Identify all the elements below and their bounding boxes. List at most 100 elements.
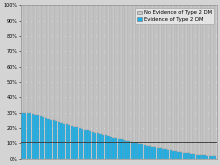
Bar	[149, 146, 151, 159]
Bar	[24, 5, 26, 113]
Bar	[37, 115, 39, 159]
Bar	[167, 150, 169, 159]
Bar	[128, 5, 130, 141]
Bar	[206, 156, 208, 159]
Bar	[201, 155, 203, 159]
Bar	[128, 141, 130, 159]
Bar	[99, 5, 102, 134]
Bar	[40, 116, 42, 159]
Bar	[138, 144, 141, 159]
Bar	[157, 5, 159, 148]
Bar	[55, 121, 57, 159]
Bar	[81, 5, 84, 129]
Bar	[112, 5, 115, 137]
Bar	[130, 5, 133, 142]
Bar	[68, 5, 70, 125]
Bar	[183, 153, 185, 159]
Bar	[117, 5, 120, 139]
Bar	[133, 143, 136, 159]
Bar	[146, 5, 149, 146]
Bar	[190, 154, 193, 159]
Bar	[123, 5, 125, 140]
Bar	[167, 5, 169, 150]
Bar	[204, 155, 206, 159]
Bar	[76, 5, 78, 127]
Bar	[204, 5, 206, 155]
Bar	[79, 128, 81, 159]
Bar	[53, 5, 55, 120]
Bar	[73, 127, 76, 159]
Bar	[198, 155, 201, 159]
Bar	[157, 148, 159, 159]
Bar	[53, 120, 55, 159]
Bar	[162, 149, 164, 159]
Bar	[201, 5, 203, 155]
Bar	[183, 5, 185, 153]
Bar	[188, 5, 190, 153]
Bar	[136, 143, 138, 159]
Bar	[32, 5, 34, 114]
Bar	[94, 5, 97, 133]
Bar	[63, 5, 65, 124]
Bar	[209, 5, 211, 156]
Bar	[66, 5, 68, 124]
Bar	[42, 5, 44, 117]
Bar	[175, 5, 177, 151]
Bar	[110, 5, 112, 137]
Bar	[196, 155, 198, 159]
Bar	[107, 136, 110, 159]
Bar	[50, 5, 52, 120]
Bar	[81, 129, 84, 159]
Bar	[159, 148, 161, 159]
Bar	[146, 146, 149, 159]
Bar	[102, 5, 104, 135]
Bar	[188, 153, 190, 159]
Bar	[151, 147, 154, 159]
Bar	[21, 5, 24, 113]
Bar	[27, 5, 29, 113]
Bar	[172, 151, 174, 159]
Bar	[123, 140, 125, 159]
Bar	[45, 118, 47, 159]
Bar	[162, 5, 164, 149]
Bar	[170, 150, 172, 159]
Bar	[206, 5, 208, 156]
Bar	[50, 120, 52, 159]
Bar	[130, 142, 133, 159]
Bar	[120, 139, 123, 159]
Bar	[175, 151, 177, 159]
Bar	[133, 5, 136, 143]
Bar	[21, 113, 24, 159]
Bar	[177, 152, 180, 159]
Bar	[154, 147, 156, 159]
Bar	[193, 5, 195, 154]
Bar	[32, 114, 34, 159]
Bar	[58, 122, 60, 159]
Bar	[40, 5, 42, 116]
Bar	[190, 5, 193, 154]
Bar	[86, 131, 89, 159]
Bar	[104, 5, 107, 135]
Bar	[136, 5, 138, 143]
Bar	[164, 5, 167, 149]
Bar	[151, 5, 154, 147]
Bar	[138, 5, 141, 144]
Bar	[63, 124, 65, 159]
Bar	[144, 5, 146, 145]
Bar	[29, 113, 31, 159]
Bar	[55, 5, 57, 121]
Bar	[214, 5, 216, 156]
Bar	[92, 132, 94, 159]
Bar	[141, 5, 143, 144]
Bar	[66, 124, 68, 159]
Bar	[164, 149, 167, 159]
Legend: No Evidence of Type 2 DM, Evidence of Type 2 DM: No Evidence of Type 2 DM, Evidence of Ty…	[135, 8, 214, 24]
Bar	[71, 5, 73, 126]
Bar	[209, 156, 211, 159]
Bar	[102, 135, 104, 159]
Bar	[115, 5, 117, 138]
Bar	[94, 133, 97, 159]
Bar	[115, 138, 117, 159]
Bar	[89, 5, 91, 131]
Bar	[24, 113, 26, 159]
